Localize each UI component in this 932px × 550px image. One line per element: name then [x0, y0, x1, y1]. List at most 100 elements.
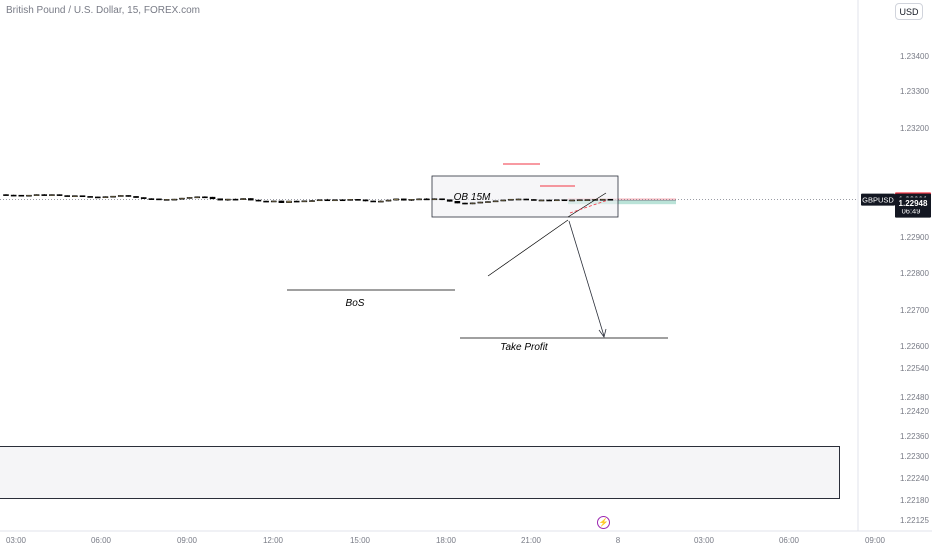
y-tick-label: 1.22800 [900, 269, 929, 278]
y-tick-label: 1.22900 [900, 233, 929, 242]
countdown-tag: 06:49 [902, 207, 921, 216]
candle-body [10, 194, 17, 197]
entry-price-tag-bg [895, 197, 931, 210]
candle-body [454, 201, 461, 204]
y-tick-label: 1.22600 [900, 342, 929, 351]
candle-body [240, 198, 246, 200]
candle-body [18, 194, 25, 197]
candle-body [400, 198, 407, 201]
candle-body [301, 200, 308, 203]
candle-body [500, 199, 507, 202]
candle-body [561, 199, 568, 202]
currency-button[interactable]: USD [895, 3, 923, 20]
candle-body [133, 196, 139, 198]
x-tick-label: 15:00 [350, 536, 371, 545]
take-profit-label: Take Profit [500, 342, 549, 353]
candle-body [171, 198, 178, 201]
candle-body [477, 201, 484, 204]
candle-body [508, 198, 514, 201]
candle-body [309, 200, 315, 202]
candle-body [179, 197, 185, 200]
x-tick-label: 09:00 [865, 536, 886, 545]
candle-body [607, 198, 614, 201]
y-tick-label: 1.22180 [900, 496, 929, 505]
candle-body [515, 198, 522, 201]
y-tick-label: 1.22540 [900, 364, 929, 373]
candle-body [148, 198, 155, 200]
candle-body [79, 195, 86, 198]
candle-body [423, 198, 430, 201]
trend-line [487, 219, 569, 277]
candle-body [339, 199, 346, 202]
y-tick-label: 1.22420 [900, 407, 929, 416]
candle-body [225, 198, 231, 201]
bos-label: BoS [346, 298, 365, 309]
candle-body [324, 199, 331, 202]
candle-body [576, 199, 583, 202]
symbol-tag-bg [861, 193, 895, 206]
candle-body [569, 199, 575, 202]
candle-body [492, 200, 499, 203]
candle-body [87, 196, 93, 198]
take-profit-zone [568, 200, 676, 205]
candle-body [553, 199, 560, 202]
candle-body [248, 198, 254, 201]
arrow-head [598, 328, 607, 338]
candle-body [156, 198, 162, 201]
candle-body [370, 200, 377, 203]
x-tick-label: 8 [616, 536, 621, 545]
y-tick-label: 1.22480 [900, 393, 929, 402]
candle-body [64, 195, 70, 197]
candle-body [278, 200, 285, 203]
symbol-tag: GBPUSD [862, 196, 894, 205]
x-tick-label: 06:00 [779, 536, 800, 545]
candle-body [140, 197, 147, 199]
candle-body [599, 198, 606, 201]
candle-body [102, 196, 109, 198]
candle-body [125, 195, 132, 197]
x-tick-label: 09:00 [177, 536, 198, 545]
candle-body [41, 194, 48, 196]
candle-body [485, 201, 491, 203]
y-tick-label: 1.22300 [900, 452, 929, 461]
y-tick-label: 1.22125 [900, 516, 929, 525]
candle-body [26, 194, 32, 197]
candle-body [408, 199, 415, 201]
candle-body [232, 198, 239, 201]
candle-body [186, 197, 193, 199]
x-tick-label: 03:00 [694, 536, 715, 545]
candle-body [362, 199, 369, 202]
candle-body [416, 198, 422, 201]
candle-body [255, 199, 262, 202]
candle-body [209, 196, 216, 200]
candle-body [431, 198, 438, 201]
candle-body [72, 195, 78, 198]
x-tick-label: 18:00 [436, 536, 457, 545]
candle-body [378, 200, 384, 203]
candle-body [546, 199, 552, 202]
candle-body [523, 198, 530, 201]
x-tick-label: 21:00 [521, 536, 542, 545]
lightning-icon[interactable]: ⚡ [597, 516, 610, 529]
candle-body [316, 199, 323, 202]
y-tick-label: 1.22360 [900, 432, 929, 441]
candle-body [33, 194, 40, 196]
candle-body [286, 200, 292, 203]
candle-body [531, 199, 537, 201]
x-tick-label: 06:00 [91, 536, 112, 545]
candle-body [263, 200, 269, 203]
candle-body [462, 202, 468, 205]
ob-label: OB 15M [454, 192, 491, 203]
candle-body [355, 199, 361, 201]
candle-body [446, 199, 453, 202]
candle-body [393, 198, 399, 201]
info-panel [0, 446, 840, 499]
candle-body [49, 194, 55, 196]
candle-body [202, 196, 208, 199]
x-tick-label: 12:00 [263, 536, 284, 545]
candle-body [270, 200, 277, 203]
trend-line [567, 192, 607, 218]
candle-body [347, 199, 354, 201]
candle-body [332, 199, 338, 202]
